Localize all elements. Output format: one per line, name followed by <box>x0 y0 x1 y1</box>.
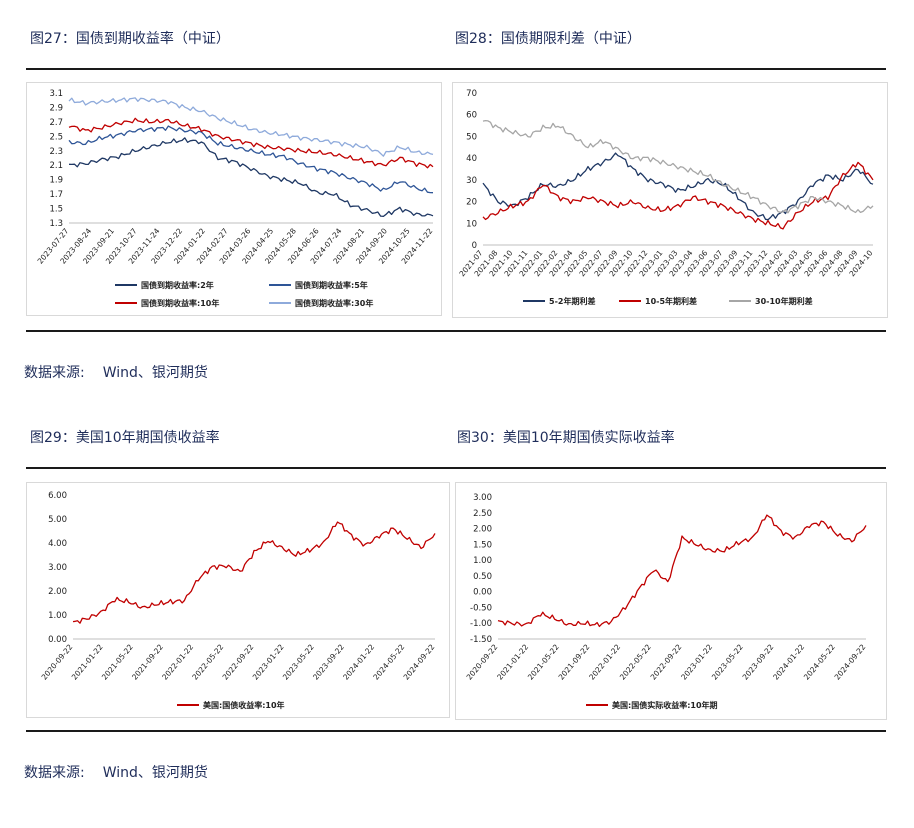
series-line <box>497 514 867 628</box>
y-tick-label: 2.50 <box>473 509 492 519</box>
y-tick-label: 20 <box>466 198 477 208</box>
y-tick-label: 10 <box>466 219 477 229</box>
figure-30-title: 图30：美国10年期国债实际收益率 <box>457 430 675 446</box>
series-line <box>482 119 874 214</box>
chart-28-frame: 0 10 20 30 40 50 60 70 2021-07 2021-08 2021-10 2021… <box>452 82 888 318</box>
y-tick-label: 2.00 <box>473 525 492 535</box>
y-tick-label: 3.00 <box>48 563 67 573</box>
y-tick-label: 2.7 <box>49 118 63 128</box>
y-tick-label: 2.00 <box>48 587 67 597</box>
chart-30: -1.50 -1.00 -0.50 0.00 0.50 1.00 1.50 2.00 2.50 3… <box>465 493 868 710</box>
figure-28-title: 图28：国债期限利差（中证） <box>455 31 641 47</box>
y-tick-label: 3.1 <box>49 89 63 99</box>
source-bottom-label: 数据来源: <box>24 765 85 781</box>
y-tick-label: 0.00 <box>48 635 67 645</box>
series-line <box>482 152 874 221</box>
y-tick-label: 2.9 <box>49 103 63 113</box>
legend-label: 5-2年期利差 <box>549 296 595 306</box>
series-line <box>72 521 436 624</box>
chart-29: 0.001.002.003.004.005.006.002020-09-2220… <box>40 491 437 710</box>
y-tick-label: 6.00 <box>48 491 67 501</box>
y-tick-label: 0.50 <box>473 572 492 582</box>
legend-label: 国债到期收益率:10年 <box>141 298 219 308</box>
source-bottom-value: Wind、银河期货 <box>102 765 208 781</box>
y-tick-label: -0.50 <box>470 603 492 613</box>
figure-27-title: 图27：国债到期收益率（中证） <box>30 31 230 47</box>
source-top: 数据来源: Wind、银河期货 <box>24 362 208 382</box>
legend-label: 国债到期收益率:5年 <box>295 280 368 290</box>
y-tick-label: 0.00 <box>473 588 492 598</box>
chart-29-frame: 0.00 1.00 2.00 3.00 4.00 5.00 6.00 2020-09-22 20… <box>26 482 450 718</box>
y-tick-label: 0 <box>472 241 477 251</box>
middle-divider-2 <box>26 467 886 469</box>
y-tick-label: 1.7 <box>49 190 63 200</box>
y-tick-label: 2.5 <box>49 132 63 142</box>
y-tick-label: 50 <box>466 132 477 142</box>
y-tick-label: 5.00 <box>48 515 67 525</box>
y-tick-label: 70 <box>466 89 477 99</box>
y-tick-label: 2.3 <box>49 147 63 157</box>
top-divider <box>26 68 886 70</box>
series-line <box>68 137 434 218</box>
x-tick-label: 2024-09-22 <box>402 642 437 681</box>
series-line <box>482 161 874 230</box>
legend-label: 美国:国债实际收益率:10年期 <box>612 700 718 710</box>
y-tick-label: 3.00 <box>473 493 492 503</box>
x-tick-label: 2024-09-22 <box>833 642 868 681</box>
chart-27: 1.31.51.71.92.12.32.52.72.93.12023-07-27… <box>36 89 435 308</box>
y-tick-label: 2.1 <box>49 161 63 171</box>
y-tick-label: 1.00 <box>473 556 492 566</box>
y-tick-label: -1.00 <box>470 619 492 629</box>
source-top-label: 数据来源: <box>24 365 85 381</box>
chart-27-frame: 1.3 1.5 1.7 1.9 2.1 2.3 2.5 2.7 2.9 3.1 2023-07-27… <box>26 82 442 316</box>
legend-label: 30-10年期利差 <box>755 296 813 306</box>
legend-label: 国债到期收益率:2年 <box>141 280 214 290</box>
middle-divider-1 <box>26 330 886 332</box>
y-tick-label: 1.5 <box>49 205 63 215</box>
y-tick-label: 1.00 <box>48 611 67 621</box>
y-tick-label: 30 <box>466 176 477 186</box>
series-line <box>68 125 434 194</box>
series-line <box>68 117 434 169</box>
y-tick-label: 40 <box>466 154 477 164</box>
source-top-value: Wind、银河期货 <box>102 365 208 381</box>
y-tick-label: 1.50 <box>473 540 492 550</box>
y-tick-label: -1.50 <box>470 635 492 645</box>
figure-29-title: 图29：美国10年期国债收益率 <box>30 430 220 446</box>
chart-28: 0102030405060702021-072021-082021-102021… <box>457 89 874 306</box>
legend-label: 国债到期收益率:30年 <box>295 298 373 308</box>
bottom-divider <box>26 730 886 732</box>
legend-label: 10-5年期利差 <box>645 296 697 306</box>
y-tick-label: 1.3 <box>49 219 63 229</box>
y-tick-label: 1.9 <box>49 176 63 186</box>
source-bottom: 数据来源: Wind、银河期货 <box>24 762 208 782</box>
y-tick-label: 60 <box>466 111 477 121</box>
chart-30-frame: -1.50 -1.00 -0.50 0.00 0.50 1.00 1.50 2.00 2.50 3… <box>455 482 887 720</box>
legend-label: 美国:国债收益率:10年 <box>203 700 285 710</box>
y-tick-label: 4.00 <box>48 539 67 549</box>
series-line <box>68 97 434 157</box>
